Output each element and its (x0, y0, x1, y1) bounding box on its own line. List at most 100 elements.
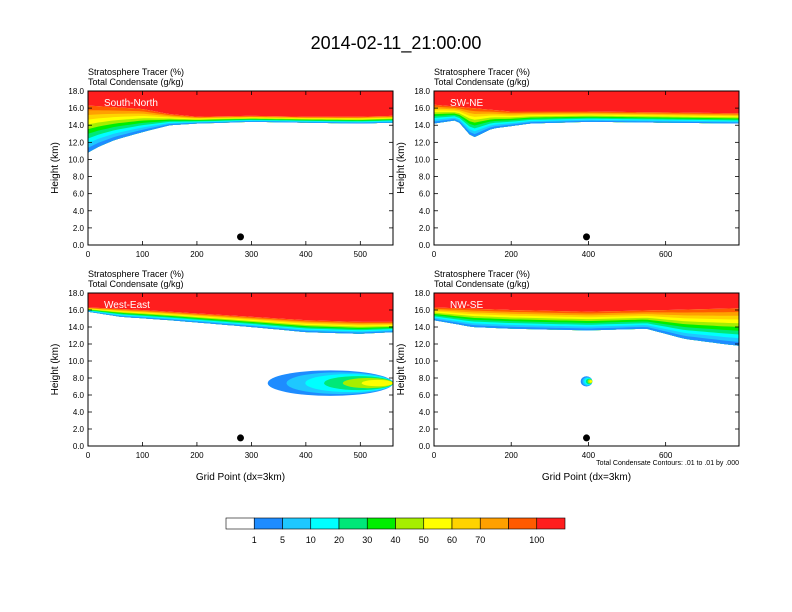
y-tick-label: 4.0 (73, 207, 85, 216)
panel-field (434, 91, 739, 241)
y-tick-label: 8.0 (419, 173, 431, 182)
x-tick-label: 400 (582, 451, 596, 460)
panel-frame (87, 292, 394, 447)
panel-field (434, 293, 739, 442)
colorbar-label: 40 (390, 535, 400, 545)
x-tick-label: 400 (299, 451, 313, 460)
tracer-band-3 (88, 310, 393, 334)
panel-1: Stratosphere Tracer (%)Total Condensate … (50, 67, 394, 259)
colorbar-label: 20 (334, 535, 344, 545)
x-tick-label: 100 (136, 250, 150, 259)
location-marker (583, 434, 590, 442)
y-tick-label: 0.0 (419, 442, 431, 451)
colorbar-label: 60 (447, 535, 457, 545)
y-tick-label: 6.0 (419, 190, 431, 199)
x-tick-label: 0 (86, 250, 91, 259)
colorbar-swatch (225, 517, 255, 530)
panel-title-line1: Stratosphere Tracer (%) (434, 269, 530, 279)
y-tick-label: 0.0 (73, 442, 85, 451)
tracer-band-0 (434, 119, 739, 138)
x-tick-label: 200 (190, 250, 204, 259)
panel-title-line1: Stratosphere Tracer (%) (88, 67, 184, 77)
y-tick-label: 4.0 (73, 408, 85, 417)
panel-field (88, 91, 393, 241)
colorbar: 1 5 10 20 30 40 50 60 70 100 (225, 517, 566, 545)
location-marker (237, 233, 244, 241)
y-tick-label: 4.0 (419, 207, 431, 216)
location-marker (237, 434, 244, 442)
y-tick-label: 10.0 (68, 357, 84, 366)
y-tick-label: 2.0 (419, 425, 431, 434)
colorbar-swatch (451, 517, 481, 530)
colorbar-swatch (282, 517, 312, 530)
x-tick-label: 300 (245, 451, 259, 460)
y-axis-label: Height (km) (50, 344, 61, 396)
stratosphere-band (88, 293, 393, 322)
y-tick-label: 2.0 (73, 425, 85, 434)
tracer-band-1 (88, 310, 393, 334)
tracer-blob (361, 379, 393, 387)
x-tick-label: 0 (86, 451, 91, 460)
colorbar-label: 70 (475, 535, 485, 545)
x-tick-label: 0 (432, 451, 437, 460)
colorbar-swatch (479, 517, 509, 530)
y-tick-label: 12.0 (68, 340, 84, 349)
y-tick-label: 18.0 (68, 289, 84, 298)
panel-label: South-North (104, 98, 158, 109)
panel-title-line1: Stratosphere Tracer (%) (434, 67, 530, 77)
y-tick-label: 12.0 (414, 340, 430, 349)
x-tick-label: 0 (432, 250, 437, 259)
stratosphere-band (434, 293, 739, 312)
colorbar-label: 5 (280, 535, 285, 545)
x-tick-label: 100 (136, 451, 150, 460)
colorbar-label: 30 (362, 535, 372, 545)
panel-frame (87, 90, 394, 246)
y-axis-label: Height (km) (396, 344, 407, 396)
colorbar-swatch (366, 517, 396, 530)
panel-frame (433, 90, 740, 246)
tracer-band-3 (434, 315, 739, 346)
y-tick-label: 0.0 (73, 241, 85, 250)
y-tick-label: 18.0 (68, 87, 84, 96)
colorbar-label: 100 (529, 535, 544, 545)
y-tick-label: 16.0 (68, 104, 84, 113)
panel-label: NW-SE (450, 300, 483, 311)
y-tick-label: 16.0 (68, 306, 84, 315)
x-tick-label: 200 (505, 451, 519, 460)
y-tick-label: 2.0 (73, 224, 85, 233)
x-tick-label: 400 (299, 250, 313, 259)
y-tick-label: 8.0 (73, 374, 85, 383)
stratosphere-band (88, 91, 393, 117)
figure-title: 2014-02-11_21:00:00 (310, 33, 482, 53)
colorbar-swatch (338, 517, 368, 530)
x-axis-label: Grid Point (dx=3km) (196, 472, 285, 483)
location-marker (583, 233, 590, 241)
y-tick-label: 6.0 (73, 190, 85, 199)
y-tick-label: 8.0 (73, 173, 85, 182)
x-tick-label: 300 (245, 250, 259, 259)
y-tick-label: 18.0 (414, 87, 430, 96)
x-tick-label: 200 (190, 451, 204, 460)
colorbar-swatch (253, 517, 283, 530)
y-tick-label: 8.0 (419, 374, 431, 383)
tracer-band-1 (434, 317, 739, 346)
panel-title-line2: Total Condensate (g/kg) (434, 279, 530, 289)
y-tick-label: 10.0 (414, 357, 430, 366)
x-tick-label: 600 (659, 250, 673, 259)
colorbar-label: 1 (252, 535, 257, 545)
x-tick-label: 600 (659, 451, 673, 460)
y-tick-label: 6.0 (73, 391, 85, 400)
tracer-band-3 (88, 119, 393, 153)
panel-title-line1: Stratosphere Tracer (%) (88, 269, 184, 279)
y-tick-label: 12.0 (68, 138, 84, 147)
x-tick-label: 500 (354, 451, 368, 460)
y-tick-label: 16.0 (414, 104, 430, 113)
y-tick-label: 18.0 (414, 289, 430, 298)
stratosphere-band (434, 91, 739, 114)
panel-4: Stratosphere Tracer (%)Total Condensate … (396, 269, 740, 483)
panel-frame (433, 292, 740, 447)
colorbar-swatch (536, 517, 566, 530)
y-tick-label: 14.0 (68, 121, 84, 130)
y-tick-label: 2.0 (419, 224, 431, 233)
